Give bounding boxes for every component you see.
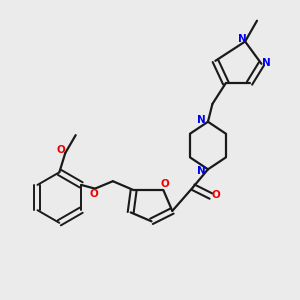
Text: N: N — [262, 58, 271, 68]
Text: O: O — [56, 145, 65, 155]
Text: N: N — [197, 167, 206, 176]
Text: O: O — [160, 179, 169, 189]
Text: N: N — [238, 34, 247, 44]
Text: N: N — [197, 115, 206, 125]
Text: O: O — [89, 189, 98, 199]
Text: O: O — [212, 190, 221, 200]
